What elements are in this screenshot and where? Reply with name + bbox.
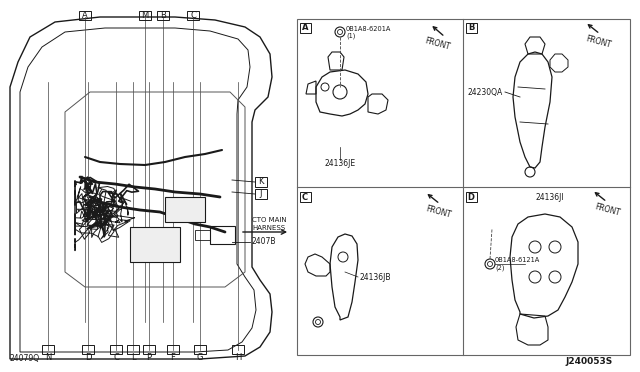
Text: FRONT: FRONT	[424, 204, 452, 220]
Bar	[110, 345, 122, 354]
Text: (1): (1)	[346, 33, 355, 39]
Bar	[79, 11, 91, 20]
Text: A: A	[82, 12, 88, 20]
Text: H: H	[235, 353, 241, 362]
Text: G: G	[196, 353, 204, 362]
Text: 24136JE: 24136JE	[324, 160, 356, 169]
Bar	[143, 345, 155, 354]
Bar	[157, 11, 169, 20]
Text: C: C	[113, 353, 119, 362]
Bar	[82, 345, 94, 354]
Text: D: D	[84, 353, 92, 362]
Bar	[42, 345, 54, 354]
Text: C: C	[190, 12, 196, 20]
Bar	[255, 177, 267, 187]
Text: FRONT: FRONT	[584, 34, 612, 50]
Text: J240053S: J240053S	[565, 357, 612, 366]
Text: 24079Q: 24079Q	[10, 353, 40, 362]
Text: 24230QA: 24230QA	[468, 87, 503, 96]
Text: 2407B: 2407B	[252, 237, 276, 247]
Bar	[187, 11, 199, 20]
Text: F: F	[171, 353, 175, 362]
Text: K: K	[259, 177, 264, 186]
Bar	[165, 197, 205, 222]
Bar	[210, 226, 235, 244]
Text: 0B1A8-6121A: 0B1A8-6121A	[495, 257, 540, 263]
Bar	[297, 19, 630, 355]
Bar	[232, 345, 244, 354]
Text: (2): (2)	[495, 265, 504, 271]
Bar	[130, 227, 180, 262]
Text: B: B	[468, 23, 474, 32]
Bar	[194, 345, 206, 354]
Text: L: L	[131, 353, 135, 362]
Text: CTO MAIN
HARNESS: CTO MAIN HARNESS	[252, 218, 287, 231]
Bar	[167, 345, 179, 354]
Bar	[127, 345, 139, 354]
Bar	[466, 23, 477, 33]
Text: P: P	[147, 353, 152, 362]
Text: 0B1A8-6201A: 0B1A8-6201A	[346, 26, 392, 32]
Text: M: M	[141, 12, 148, 20]
Text: D: D	[467, 192, 474, 202]
Text: FRONT: FRONT	[423, 36, 451, 52]
Bar	[466, 192, 477, 202]
Text: J: J	[260, 189, 262, 199]
Text: A: A	[301, 23, 308, 32]
Bar	[195, 230, 210, 240]
Bar	[139, 11, 151, 20]
Text: FRONT: FRONT	[593, 202, 621, 218]
Text: 24136JI: 24136JI	[535, 192, 564, 202]
Bar	[300, 23, 311, 33]
Text: B: B	[160, 12, 166, 20]
Text: 24136JB: 24136JB	[360, 273, 392, 282]
Bar	[300, 192, 311, 202]
Text: C: C	[302, 192, 308, 202]
Bar	[255, 189, 267, 199]
Text: N: N	[45, 353, 51, 362]
